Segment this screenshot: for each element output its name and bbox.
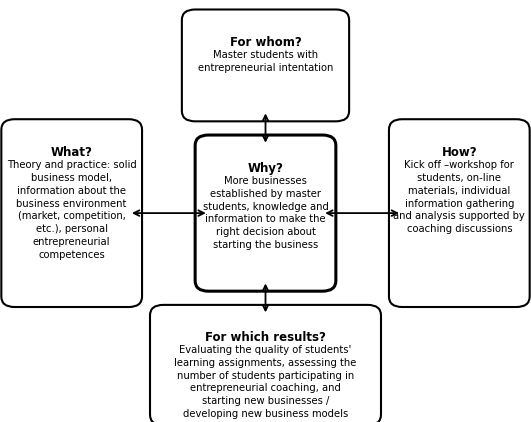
FancyBboxPatch shape bbox=[195, 135, 336, 291]
Text: Why?: Why? bbox=[247, 162, 284, 175]
Text: Kick off –workshop for
students, on-line
materials, individual
information gathe: Kick off –workshop for students, on-line… bbox=[393, 160, 525, 234]
Text: For which results?: For which results? bbox=[205, 332, 326, 344]
FancyBboxPatch shape bbox=[150, 305, 381, 422]
Text: For whom?: For whom? bbox=[229, 36, 302, 49]
Text: How?: How? bbox=[441, 146, 477, 159]
Text: Master students with
entrepreneurial intentation: Master students with entrepreneurial int… bbox=[198, 50, 333, 73]
Text: More businesses
established by master
students, knowledge and
information to mak: More businesses established by master st… bbox=[202, 176, 329, 250]
Text: What?: What? bbox=[51, 146, 92, 159]
FancyBboxPatch shape bbox=[389, 119, 529, 307]
FancyBboxPatch shape bbox=[2, 119, 142, 307]
Text: Evaluating the quality of students'
learning assignments, assessing the
number o: Evaluating the quality of students' lear… bbox=[174, 345, 357, 419]
Text: Theory and practice: solid
business model,
information about the
business enviro: Theory and practice: solid business mode… bbox=[7, 160, 136, 260]
FancyBboxPatch shape bbox=[182, 9, 349, 122]
